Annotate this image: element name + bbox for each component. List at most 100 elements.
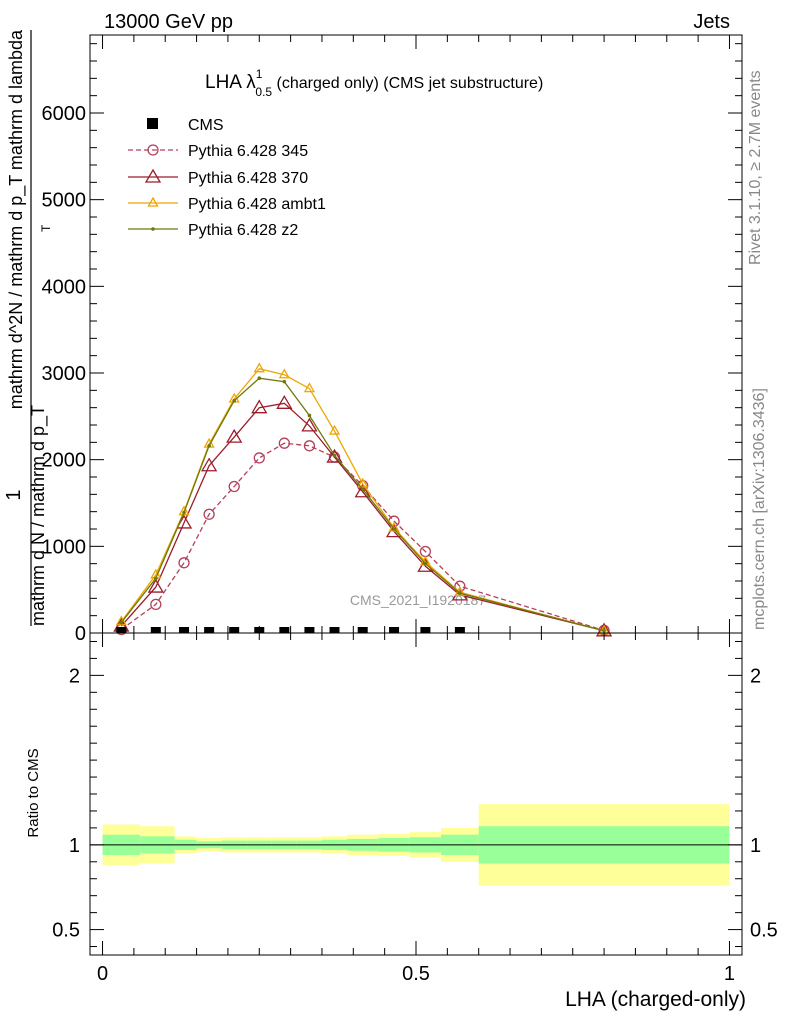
cms-point (254, 627, 265, 633)
watermark: CMS_2021_I1920187 (350, 592, 486, 608)
data-point (328, 424, 341, 435)
cms-point (116, 627, 127, 633)
data-point (178, 505, 190, 516)
ratio-ytick-label-right: 0.5 (750, 920, 778, 942)
main-ytick-label: 3000 (42, 363, 87, 385)
ylabel-denominator-sub: T (39, 224, 53, 232)
ratio-ytick-label: 1 (69, 835, 80, 857)
series-line (120, 377, 605, 632)
data-point (207, 444, 211, 448)
legend-370-label: Pythia 6.428 370 (188, 170, 308, 187)
main-y-label: 1 mathrm d N / mathrm d p_T mathrm d^2N … (3, 29, 53, 626)
data-point (203, 508, 215, 520)
cms-point (150, 627, 161, 633)
ylabel-numerator-bot: mathrm d N / mathrm d p_T (28, 405, 49, 626)
ylabel-numerator-top: 1 (3, 489, 25, 500)
main-ytick-label: 2000 (42, 450, 87, 472)
ratio-y-ticks: 0.5 0.5 1 1 2 2 (52, 640, 778, 948)
series-3 (119, 376, 606, 633)
main-y-ticks: 0 1000 2000 3000 4000 5000 6000 (42, 43, 742, 645)
cms-point (229, 627, 240, 633)
ratio-ytick-label: 0.5 (52, 920, 80, 942)
data-point (278, 437, 290, 449)
data-point (278, 368, 290, 379)
data-point (282, 379, 287, 384)
data-point (200, 457, 218, 472)
ratio-ytick-label-right: 2 (750, 665, 761, 687)
cms-point (329, 627, 340, 633)
legend-z2-marker (151, 227, 155, 231)
data-point (301, 417, 318, 432)
legend: CMS Pythia 6.428 345 Pythia 6.428 370 Py… (128, 117, 326, 239)
data-point (154, 576, 158, 581)
legend-ambt1-label: Pythia 6.428 ambt1 (188, 196, 326, 213)
data-point (226, 428, 243, 443)
ratio-xtick-label: 1 (724, 963, 735, 985)
data-point (253, 452, 265, 464)
data-point (423, 561, 428, 566)
ratio-xtick-label: 0.5 (402, 963, 430, 985)
data-point (326, 448, 343, 463)
title-main: LHA λ (205, 72, 256, 93)
data-point (119, 620, 124, 625)
cms-point (420, 627, 431, 633)
data-point (178, 557, 190, 569)
data-point (602, 629, 606, 633)
main-ytick-label: 4000 (42, 276, 87, 298)
data-point (150, 598, 162, 611)
main-ytick-label: 0 (75, 623, 86, 645)
series-layer (113, 362, 613, 637)
data-point (182, 510, 186, 515)
mcplots-label: mcplots.cern.ch [arXiv:1306.3436] (751, 388, 768, 630)
series-line (120, 442, 605, 632)
legend-z2-label: Pythia 6.428 z2 (188, 222, 298, 239)
header-right: Jets (693, 11, 730, 33)
legend-ambt1-marker (147, 196, 159, 207)
title-rest: (charged only) (CMS jet substructure) (272, 75, 543, 92)
title-sup: 1 (256, 67, 263, 81)
cms-point (179, 627, 190, 633)
data-point (392, 527, 396, 531)
data-point (115, 615, 127, 626)
data-point (360, 487, 365, 491)
ratio-panel: 0.5 0.5 1 1 2 2 0 0.5 1 (52, 632, 778, 985)
data-point (332, 453, 337, 458)
data-point (232, 398, 236, 403)
legend-cms-marker (147, 118, 158, 129)
cms-point (304, 627, 315, 633)
main-ytick-label: 1000 (42, 536, 87, 558)
main-ytick-label: 5000 (42, 190, 87, 212)
cms-points (116, 627, 465, 633)
data-point (357, 477, 369, 488)
ratio-y-label: Ratio to CMS (25, 748, 42, 837)
data-point (454, 580, 466, 592)
legend-345-marker (147, 144, 159, 156)
data-point (307, 413, 312, 418)
data-point (458, 591, 462, 595)
main-ytick-label: 6000 (42, 103, 87, 125)
x-axis-label: LHA (charged-only) (565, 988, 746, 1011)
cms-point (279, 627, 290, 633)
data-point (147, 578, 164, 593)
cms-point (204, 627, 215, 633)
main-panel: 0 1000 2000 3000 4000 5000 6000 CMS_2021_I1920… (42, 34, 743, 645)
ylabel-denominator: mathrm d^2N / mathrm d p_T mathrm d lamb… (6, 29, 27, 409)
data-point (303, 382, 316, 393)
plot-title: LHA λ1 0.5 (charged only) (CMS jet substr… (205, 67, 543, 99)
cms-point (389, 627, 400, 633)
data-point (253, 362, 265, 373)
data-point (251, 399, 268, 414)
cms-point (357, 627, 368, 633)
data-point (228, 480, 240, 493)
legend-cms-label: CMS (188, 117, 224, 134)
main-x-ticks (102, 35, 730, 633)
ratio-frame (89, 632, 743, 956)
data-point (257, 376, 262, 381)
data-point (354, 483, 371, 498)
ratio-ytick-label-right: 1 (750, 835, 761, 857)
ratio-ytick-label: 2 (69, 665, 80, 687)
legend-370-marker (144, 168, 162, 183)
ratio-xtick-label: 0 (97, 963, 108, 985)
data-point (276, 395, 293, 409)
